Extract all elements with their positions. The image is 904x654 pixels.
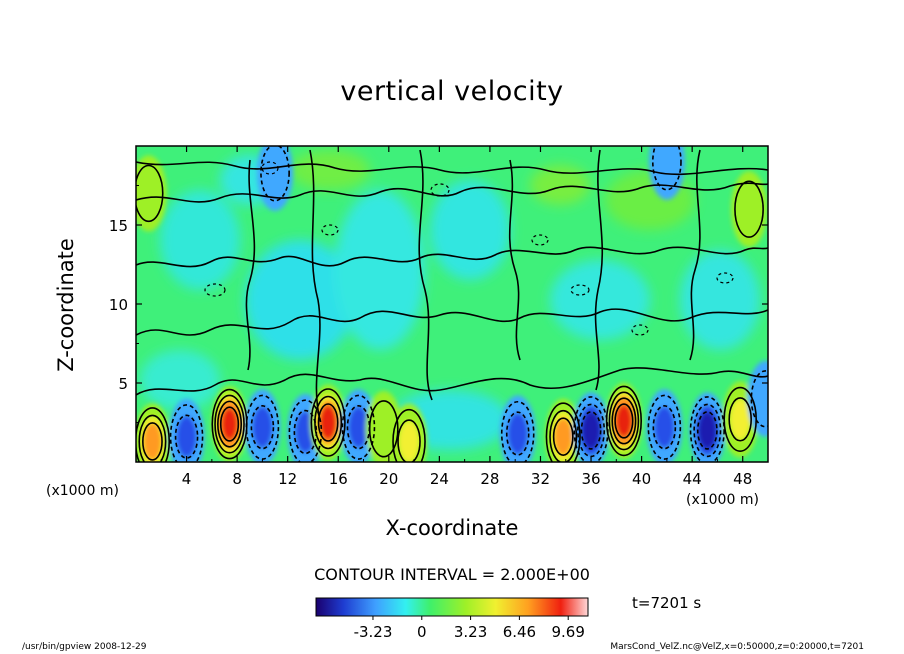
contour-ring: [136, 407, 171, 462]
contour-ring: [219, 406, 240, 442]
contour-ring: [314, 395, 343, 450]
contour-ring: [142, 422, 163, 461]
contour-ring: [260, 146, 290, 202]
x-tick-label: 8: [232, 470, 242, 488]
contour-ring: [545, 402, 581, 462]
contour-ring: [552, 417, 574, 457]
x-tick-label: 20: [379, 470, 398, 488]
field-cell: [211, 386, 248, 462]
dashed-contours: [204, 161, 734, 336]
contour-ring: [317, 403, 339, 442]
colorbar-tick-label: 3.23: [454, 623, 487, 641]
field-cell: [168, 398, 205, 462]
contour-ring: [136, 164, 164, 223]
contour-ring: [689, 396, 725, 462]
contour-ring: [392, 408, 426, 462]
contour-ring: [174, 414, 199, 459]
y-tick-label: 5: [118, 375, 128, 393]
field-cell: [340, 389, 377, 462]
contour-ring: [608, 391, 640, 451]
colorbar-tick-label: 9.69: [552, 623, 585, 641]
contour-ring: [214, 394, 245, 454]
contour-ring: [647, 394, 682, 460]
x-tick-label: 32: [531, 470, 550, 488]
contour-ring: [217, 400, 243, 448]
field-cell: [648, 146, 685, 200]
y-tick-label: 15: [109, 217, 128, 235]
contour-ring: [750, 370, 768, 428]
x-tick-label: 40: [632, 470, 651, 488]
colorbar-tick-label: -3.23: [354, 623, 393, 641]
x-axis-label: X-coordinate: [385, 516, 519, 540]
x-tick-label: 16: [329, 470, 348, 488]
footer-right: MarsCond_VelZ.nc@VelZ,x=0:50000,z=0:2000…: [610, 642, 864, 652]
contour-ring: [651, 146, 682, 191]
field-cell: [689, 392, 726, 462]
time-label: t=7201 s: [632, 594, 702, 612]
x-tick-label: 12: [278, 470, 297, 488]
contour-ring: [580, 411, 602, 450]
field-patches: [140, 150, 760, 450]
chart-title: vertical velocity: [340, 76, 564, 107]
footer-left: /usr/bin/gpview 2008-12-29: [22, 642, 147, 652]
field-layer: [136, 146, 768, 462]
contour-ring: [310, 388, 346, 457]
contour-ring: [505, 411, 530, 456]
x-unit-right: (x1000 m): [686, 492, 759, 508]
field-cell: [605, 382, 642, 459]
contour-ring: [728, 397, 752, 442]
colorbar-tick-label: 6.46: [503, 623, 536, 641]
x-tick-label: 4: [182, 470, 192, 488]
contour-ring: [250, 405, 275, 450]
contour-ring: [500, 400, 535, 462]
field-cell: [747, 360, 768, 437]
field-cell: [573, 392, 610, 462]
contour-ring: [288, 399, 323, 462]
x-tick-label: 48: [733, 470, 752, 488]
contour-ring: [138, 414, 167, 462]
contour-ring: [614, 403, 634, 439]
x-tick-label: 36: [581, 470, 600, 488]
x-axis: 4 8 12 16 20 24 28 32 36 40 44 48: [160, 146, 752, 488]
field-cell: [499, 395, 536, 462]
contour-ring: [549, 409, 578, 462]
colorbar-frame: [315, 597, 589, 617]
y-tick-label: 10: [109, 296, 128, 314]
contour-ring: [169, 404, 204, 462]
contour-lines: [136, 146, 768, 462]
y-axis: 5 10 15: [109, 185, 768, 423]
x-unit-left: (x1000 m): [46, 483, 119, 499]
x-tick-label: 24: [430, 470, 449, 488]
contour-ring: [696, 411, 718, 450]
contour-ring: [693, 403, 722, 458]
y-axis-label: Z-coordinate: [54, 238, 78, 372]
contour-ring: [368, 400, 399, 458]
contour-ring: [341, 394, 376, 460]
contour-ring: [611, 397, 637, 445]
x-tick-label: 44: [683, 470, 702, 488]
contour-ring: [723, 386, 757, 452]
contour-interval: CONTOUR INTERVAL = 2.000E+00: [314, 565, 590, 584]
contour-ring: [734, 180, 764, 238]
field-cell: [244, 389, 281, 462]
colorbar: [316, 598, 588, 616]
field-cells: [136, 146, 768, 462]
contour-ring: [652, 405, 677, 450]
colorbar-ticks: -3.23 0 3.23 6.46 9.69: [354, 616, 585, 641]
x-tick-label: 28: [480, 470, 499, 488]
contour-ring: [397, 419, 421, 462]
contour-ring: [605, 385, 643, 457]
field-cell: [731, 171, 768, 248]
field-cell: [646, 389, 683, 462]
colorbar-tick-label: 0: [417, 623, 427, 641]
